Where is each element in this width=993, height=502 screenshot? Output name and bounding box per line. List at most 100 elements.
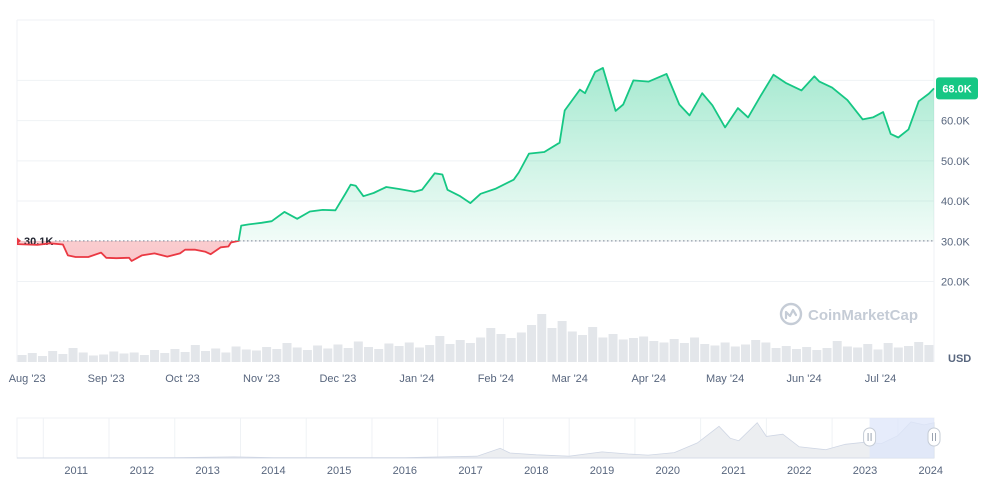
navigator-handle-right[interactable]	[927, 427, 941, 447]
volume-bar	[414, 347, 424, 362]
volume-bar	[465, 343, 475, 362]
volume-bar	[282, 343, 292, 362]
y-tick-label: 60.0K	[941, 116, 970, 128]
area-fill-down	[17, 240, 934, 261]
navigator-year-label: 2023	[853, 465, 877, 477]
volume-bar	[221, 352, 231, 362]
volume-bar	[455, 340, 465, 362]
volume-bar	[139, 355, 149, 362]
volume-bar	[333, 344, 343, 362]
volume-bar	[924, 345, 934, 362]
volume-bar	[313, 345, 323, 362]
x-tick-label: Feb '24	[478, 373, 514, 385]
navigator-year-label: 2024	[918, 465, 942, 477]
volume-bar	[292, 347, 302, 362]
y-tick-label: 50.0K	[941, 156, 970, 168]
volume-bar	[628, 338, 638, 362]
volume-bar	[893, 347, 903, 362]
volume-bar	[863, 344, 873, 362]
navigator-year-label: 2015	[327, 465, 351, 477]
volume-bar	[272, 349, 282, 362]
x-tick-label: Jul '24	[865, 373, 896, 385]
navigator-handle-left[interactable]	[863, 427, 877, 447]
watermark-text: CoinMarketCap	[808, 307, 918, 324]
current-price-badge: 68.0K	[936, 77, 978, 100]
volume-bar	[618, 339, 628, 362]
volume-bar	[262, 347, 272, 362]
volume-bar	[598, 337, 608, 362]
y-tick-label: 40.0K	[941, 196, 970, 208]
x-tick-label: May '24	[706, 373, 744, 385]
volume-bar	[353, 341, 363, 362]
volume-bar	[99, 354, 109, 362]
volume-bar	[761, 342, 771, 362]
volume-bar	[904, 346, 914, 362]
navigator-selection[interactable]	[869, 418, 934, 458]
navigator-year-label: 2019	[590, 465, 614, 477]
volume-bar	[781, 346, 791, 362]
volume-bar	[384, 343, 394, 362]
volume-bar	[58, 354, 68, 362]
volume-bar	[27, 353, 37, 362]
volume-bar	[649, 341, 659, 362]
volume-bar	[496, 334, 506, 362]
x-tick-label: Sep '23	[88, 373, 125, 385]
badge-label: 68.0K	[942, 83, 971, 95]
volume-bar	[577, 335, 587, 362]
y-tick-label: 20.0K	[941, 277, 970, 289]
volume-bar	[170, 349, 180, 362]
line-layer[interactable]	[16, 67, 935, 262]
volume-bar	[374, 349, 384, 362]
volume-bar	[659, 342, 669, 362]
volume-bar	[679, 343, 689, 362]
x-tick-label: Nov '23	[243, 373, 280, 385]
volume-bar	[547, 328, 557, 362]
volume-bar	[751, 340, 761, 362]
volume-bar	[700, 344, 710, 362]
volume-bar	[241, 349, 251, 362]
navigator-year-label: 2021	[721, 465, 745, 477]
volume-bar	[741, 344, 750, 362]
volume-bar	[506, 338, 516, 362]
x-tick-label: Dec '23	[319, 373, 356, 385]
navigator-year-label: 2014	[261, 465, 285, 477]
watermark: CoinMarketCap	[779, 302, 918, 326]
volume-bar	[394, 346, 404, 362]
x-axis: Aug '23 Sep '23 Oct '23 Nov '23 Dec '23 Jan '…	[9, 373, 897, 385]
price-line-down[interactable]	[16, 68, 934, 262]
volume-bar	[710, 345, 720, 362]
drag-handle-icon[interactable]	[863, 427, 877, 447]
volume-bar	[17, 355, 27, 362]
y-axis: 20.0K 30.0K 40.0K 50.0K 60.0K	[941, 116, 970, 289]
volume-bar	[537, 314, 547, 362]
badge-background	[936, 77, 978, 100]
volume-bar	[435, 336, 445, 362]
volume-bar	[251, 350, 261, 362]
volume-bar	[588, 327, 598, 362]
volume-bar	[302, 350, 312, 362]
x-tick-label: Apr '24	[631, 373, 666, 385]
baseline-marker-icon	[17, 237, 21, 245]
volume-bar	[873, 349, 883, 362]
volume-bar	[812, 350, 822, 362]
price-line-up[interactable]	[17, 67, 935, 261]
volume-bar	[180, 352, 190, 362]
navigator-year-label: 2020	[656, 465, 680, 477]
navigator-year-label: 2018	[524, 465, 548, 477]
volume-layer	[17, 314, 934, 362]
drag-handle-icon[interactable]	[927, 427, 941, 447]
volume-bar	[150, 350, 160, 362]
volume-bar	[364, 347, 374, 362]
range-navigator[interactable]: 2011 2012 2013 2014 2015 2016 2017 2018 2019 2020…	[16, 417, 943, 477]
x-tick-label: Oct '23	[165, 373, 200, 385]
volume-bar	[88, 355, 98, 362]
volume-bar	[109, 351, 119, 362]
volume-bar	[832, 341, 842, 362]
volume-bar	[730, 346, 740, 362]
volume-bar	[37, 356, 47, 362]
y-tick-label: 30.0K	[941, 236, 970, 248]
volume-bar	[557, 321, 567, 362]
volume-bar	[669, 339, 679, 362]
